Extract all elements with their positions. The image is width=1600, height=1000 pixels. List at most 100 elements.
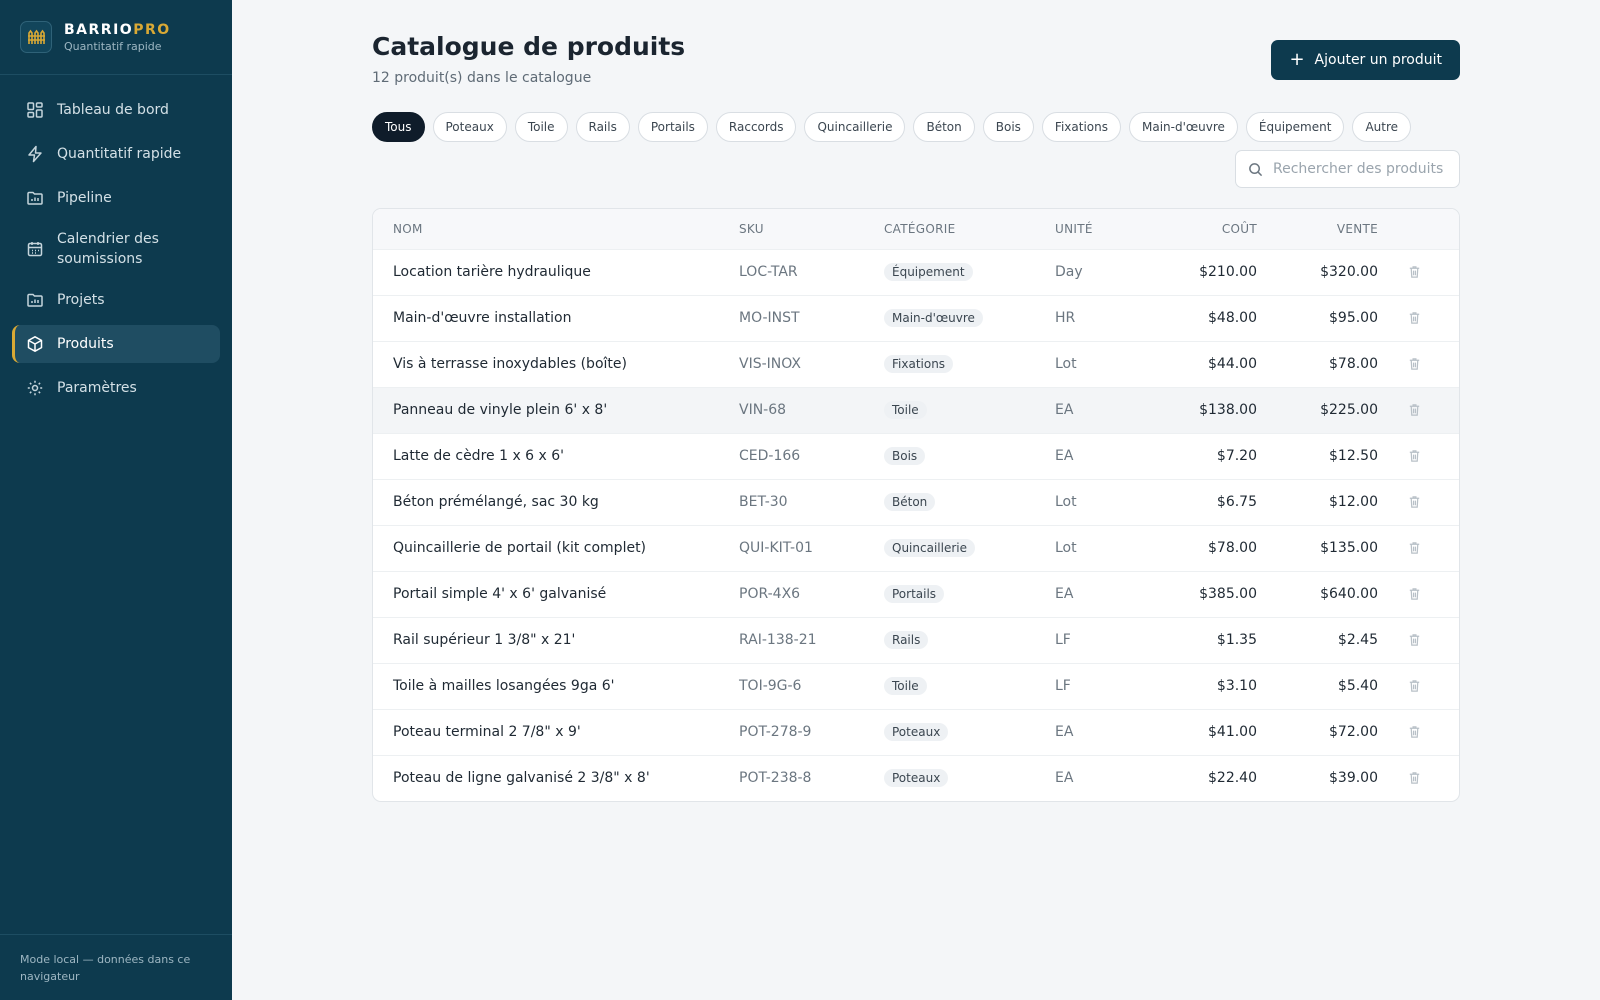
filter-chip-autre[interactable]: Autre [1352, 112, 1412, 142]
filter-chip-quincaillerie[interactable]: Quincaillerie [804, 112, 906, 142]
product-cost: $44.00 [1157, 340, 1257, 387]
add-product-label: Ajouter un produit [1314, 52, 1442, 68]
table-row[interactable]: Béton prémélangé, sac 30 kg BET-30 Béton Lo… [373, 478, 1459, 525]
delete-product-button[interactable] [1378, 616, 1459, 663]
filter-chip-beton[interactable]: Béton [913, 112, 975, 142]
filter-chip-poteaux[interactable]: Poteaux [432, 112, 507, 142]
trash-icon [1407, 448, 1422, 464]
calendar-icon [27, 242, 43, 257]
filter-chip-portails[interactable]: Portails [637, 112, 708, 142]
delete-product-button[interactable] [1378, 708, 1459, 755]
table-row[interactable]: Rail supérieur 1 3/8" x 21' RAI-138-21 Rai… [373, 616, 1459, 663]
sidebar-item-tableau-de-bord[interactable]: Tableau de bord [12, 91, 220, 129]
product-name: Poteau terminal 2 7/8" x 9' [373, 708, 739, 755]
sidebar-item-produits[interactable]: Produits [12, 325, 220, 363]
sidebar-item-quantitatif-rapide[interactable]: Quantitatif rapide [12, 135, 220, 173]
sidebar-item-pipeline[interactable]: Pipeline [12, 179, 220, 217]
product-category-cell: Rails [884, 616, 1055, 663]
category-badge: Toile [884, 677, 927, 695]
products-table: NOM SKU CATÉGORIE UNITÉ COÛT VENTE Locat… [372, 208, 1460, 802]
filter-chip-raccords[interactable]: Raccords [715, 112, 797, 142]
category-filter: Tous Poteaux Toile Rails Portails Raccor… [372, 112, 1412, 142]
product-sku: POR-4X6 [739, 570, 884, 617]
column-header-sale[interactable]: VENTE [1336, 221, 1378, 236]
product-sku: RAI-138-21 [739, 616, 884, 663]
sidebar-item-projets[interactable]: Projets [12, 281, 220, 319]
product-unit: EA [1055, 386, 1157, 433]
trash-icon [1407, 724, 1422, 740]
trash-icon [1407, 310, 1422, 326]
sidebar-item-label: Produits [57, 336, 114, 352]
column-header-category[interactable]: CATÉGORIE [884, 221, 956, 236]
table-row[interactable]: Main-d'œuvre installation MO-INST Main-d'œ… [373, 294, 1459, 341]
delete-product-button[interactable] [1378, 524, 1459, 571]
product-name: Rail supérieur 1 3/8" x 21' [373, 616, 739, 663]
product-unit: EA [1055, 570, 1157, 617]
package-icon [27, 336, 43, 352]
delete-product-button[interactable] [1378, 570, 1459, 617]
sidebar-nav: Tableau de bord Quantitatif rapide Pipel… [0, 75, 232, 407]
column-header-unit[interactable]: UNITÉ [1055, 221, 1093, 236]
table-row[interactable]: Poteau de ligne galvanisé 2 3/8" x 8' POT… [373, 754, 1459, 801]
category-badge: Bois [884, 447, 926, 465]
column-header-sku[interactable]: SKU [739, 221, 764, 236]
sidebar-item-label: Quantitatif rapide [57, 146, 182, 162]
table-header: NOM SKU CATÉGORIE UNITÉ COÛT VENTE [373, 209, 1459, 249]
delete-product-button[interactable] [1378, 386, 1459, 433]
column-header-name[interactable]: NOM [393, 221, 423, 236]
brand[interactable]: BARRIOPRO Quantitatif rapide [0, 0, 232, 75]
product-sale: $78.00 [1257, 340, 1378, 387]
filter-chip-toile[interactable]: Toile [514, 112, 568, 142]
product-name: Béton prémélangé, sac 30 kg [373, 478, 739, 525]
table-body: Location tarière hydraulique LOC-TAR Équip… [373, 248, 1459, 801]
table-row[interactable]: Poteau terminal 2 7/8" x 9' POT-278-9 Pote… [373, 708, 1459, 755]
product-unit: Lot [1055, 524, 1157, 571]
product-category-cell: Toile [884, 386, 1055, 433]
filter-chip-equipement[interactable]: Équipement [1245, 112, 1345, 142]
product-sku: MO-INST [739, 294, 884, 341]
sidebar-item-calendrier-des-soumissions[interactable]: Calendrier des soumissions [12, 223, 220, 275]
filter-chip-tous[interactable]: Tous [372, 112, 425, 142]
product-sku: CED-166 [739, 432, 884, 479]
product-name: Panneau de vinyle plein 6' x 8' [373, 386, 739, 433]
folder-chart-icon [27, 293, 43, 307]
column-header-cost[interactable]: COÛT [1221, 221, 1257, 236]
table-row[interactable]: Panneau de vinyle plein 6' x 8' VIN-68 Toi… [373, 386, 1459, 433]
table-row[interactable]: Portail simple 4' x 6' galvanisé POR-4X6 P… [373, 570, 1459, 617]
product-sku: LOC-TAR [739, 248, 884, 295]
filter-chip-fixations[interactable]: Fixations [1041, 112, 1121, 142]
product-cost: $3.10 [1157, 662, 1257, 709]
column-header-actions [1378, 209, 1459, 249]
table-row[interactable]: Toile à mailles losangées 9ga 6' TOI-9G-6… [373, 662, 1459, 709]
delete-product-button[interactable] [1378, 340, 1459, 387]
product-name: Latte de cèdre 1 x 6 x 6' [373, 432, 739, 479]
delete-product-button[interactable] [1378, 294, 1459, 341]
sidebar-item-parametres[interactable]: Paramètres [12, 369, 220, 407]
search-icon [1249, 162, 1263, 176]
search-input[interactable] [1273, 161, 1453, 177]
delete-product-button[interactable] [1378, 754, 1459, 801]
product-cost: $48.00 [1157, 294, 1257, 341]
trash-icon [1407, 402, 1422, 418]
add-product-button[interactable]: + Ajouter un produit [1271, 40, 1460, 80]
filter-chip-bois[interactable]: Bois [982, 112, 1034, 142]
filter-chip-rails[interactable]: Rails [575, 112, 630, 142]
delete-product-button[interactable] [1378, 432, 1459, 479]
table-row[interactable]: Location tarière hydraulique LOC-TAR Équip… [373, 248, 1459, 295]
delete-product-button[interactable] [1378, 662, 1459, 709]
product-category-cell: Bois [884, 432, 1055, 479]
table-row[interactable]: Vis à terrasse inoxydables (boîte) VIS-IN… [373, 340, 1459, 387]
trash-icon [1407, 540, 1422, 556]
dashboard-icon [27, 102, 43, 118]
table-row[interactable]: Latte de cèdre 1 x 6 x 6' CED-166 Bois EA $7… [373, 432, 1459, 479]
product-category-cell: Quincaillerie [884, 524, 1055, 571]
category-badge: Rails [884, 631, 929, 649]
delete-product-button[interactable] [1378, 248, 1459, 295]
product-sku: POT-278-9 [739, 708, 884, 755]
product-sku: QUI-KIT-01 [739, 524, 884, 571]
filter-chip-main-doeuvre[interactable]: Main-d'œuvre [1128, 112, 1238, 142]
page-title: Catalogue de produits [372, 32, 686, 61]
product-unit: LF [1055, 662, 1157, 709]
table-row[interactable]: Quincaillerie de portail (kit complet) QU… [373, 524, 1459, 571]
delete-product-button[interactable] [1378, 478, 1459, 525]
